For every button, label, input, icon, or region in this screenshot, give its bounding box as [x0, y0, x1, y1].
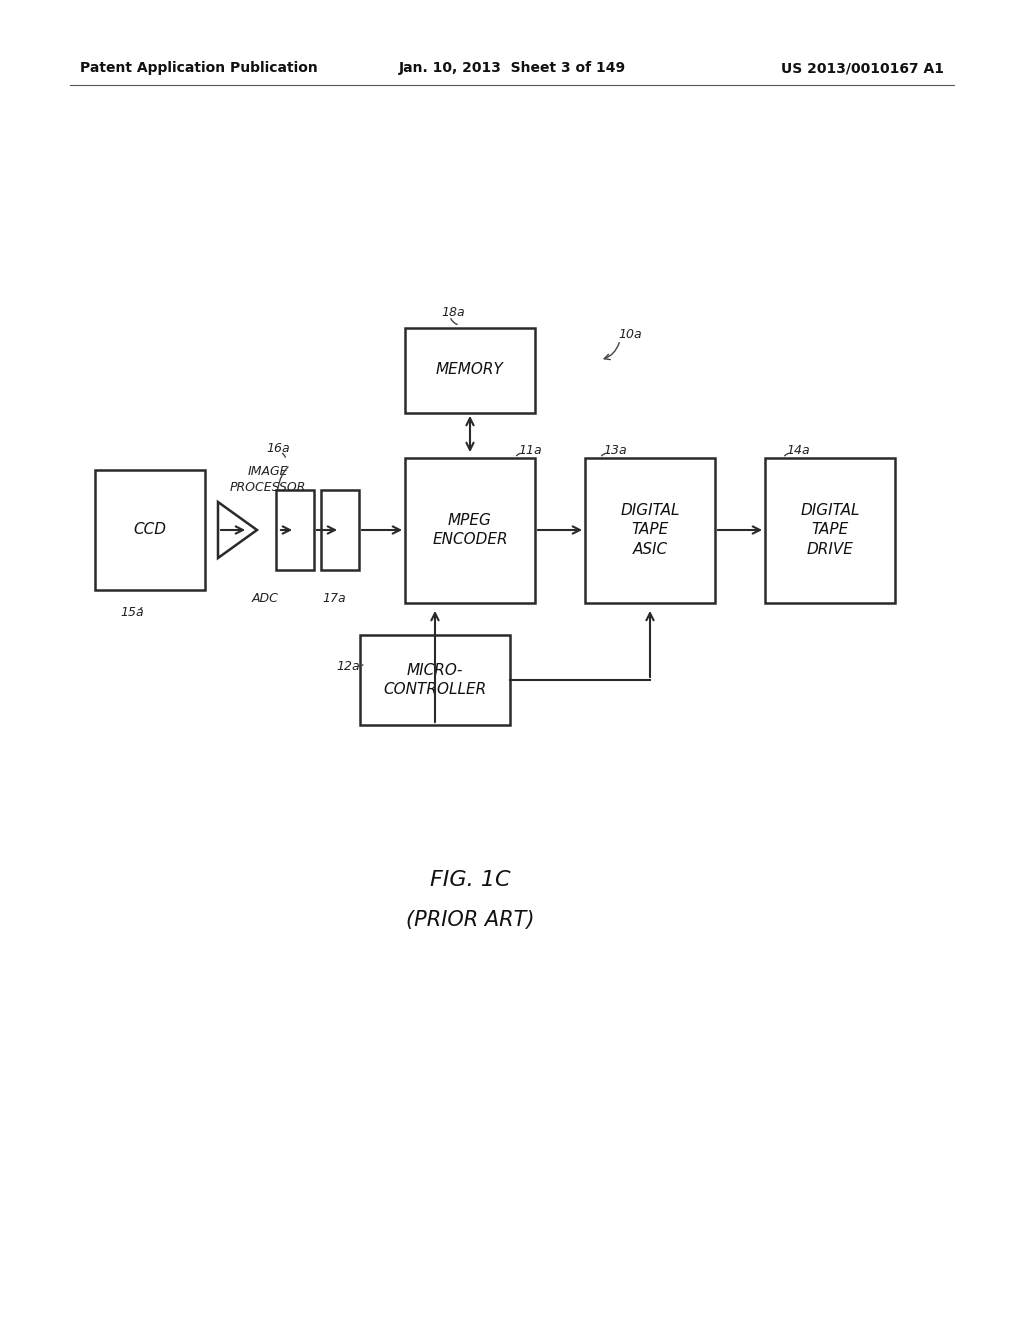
Text: 12a: 12a	[336, 660, 359, 673]
Text: DIGITAL
TAPE
ASIC: DIGITAL TAPE ASIC	[621, 503, 680, 557]
Bar	[276, 490, 314, 570]
Text: MEMORY: MEMORY	[436, 363, 504, 378]
Text: 10a: 10a	[618, 329, 642, 342]
Text: MPEG
ENCODER: MPEG ENCODER	[432, 512, 508, 548]
Bar	[321, 490, 359, 570]
Text: IMAGE
PROCESSOR: IMAGE PROCESSOR	[229, 465, 306, 494]
Bar	[585, 458, 715, 602]
Bar	[765, 458, 895, 602]
Text: 11a: 11a	[518, 444, 542, 457]
Text: 15a: 15a	[120, 606, 143, 619]
Bar	[360, 635, 510, 725]
Text: ADC: ADC	[252, 591, 279, 605]
Text: 14a: 14a	[786, 444, 810, 457]
Bar	[406, 458, 535, 602]
Text: Jan. 10, 2013  Sheet 3 of 149: Jan. 10, 2013 Sheet 3 of 149	[398, 61, 626, 75]
Text: 16a: 16a	[266, 441, 290, 454]
Text: MICRO-
CONTROLLER: MICRO- CONTROLLER	[383, 663, 486, 697]
Polygon shape	[218, 502, 257, 558]
Bar	[95, 470, 205, 590]
Text: Patent Application Publication: Patent Application Publication	[80, 61, 317, 75]
Text: FIG. 1C: FIG. 1C	[430, 870, 510, 890]
Text: 17a: 17a	[323, 591, 346, 605]
Text: DIGITAL
TAPE
DRIVE: DIGITAL TAPE DRIVE	[800, 503, 860, 557]
Text: 13a: 13a	[603, 444, 627, 457]
Text: CCD: CCD	[133, 523, 167, 537]
Text: (PRIOR ART): (PRIOR ART)	[406, 909, 535, 931]
Text: US 2013/0010167 A1: US 2013/0010167 A1	[781, 61, 944, 75]
Bar	[406, 327, 535, 412]
Text: 18a: 18a	[441, 305, 465, 318]
